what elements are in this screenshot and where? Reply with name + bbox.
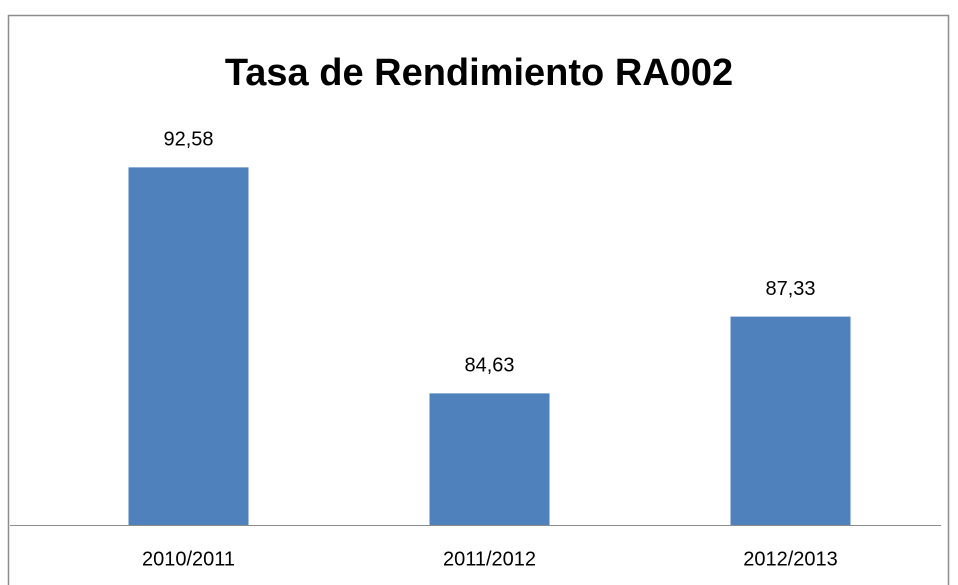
- x-tick-label: 2012/2013: [743, 548, 838, 570]
- bar: [730, 316, 851, 525]
- data-label: 87,33: [765, 278, 815, 300]
- chart-title: Tasa de Rendimiento RA002: [225, 52, 733, 94]
- data-label: 84,63: [464, 355, 514, 377]
- x-tick-label: 2011/2012: [443, 548, 536, 570]
- bar: [429, 393, 550, 525]
- data-label: 92,58: [163, 129, 213, 151]
- x-tick-label: 2010/2011: [142, 548, 235, 570]
- bar: [128, 167, 249, 525]
